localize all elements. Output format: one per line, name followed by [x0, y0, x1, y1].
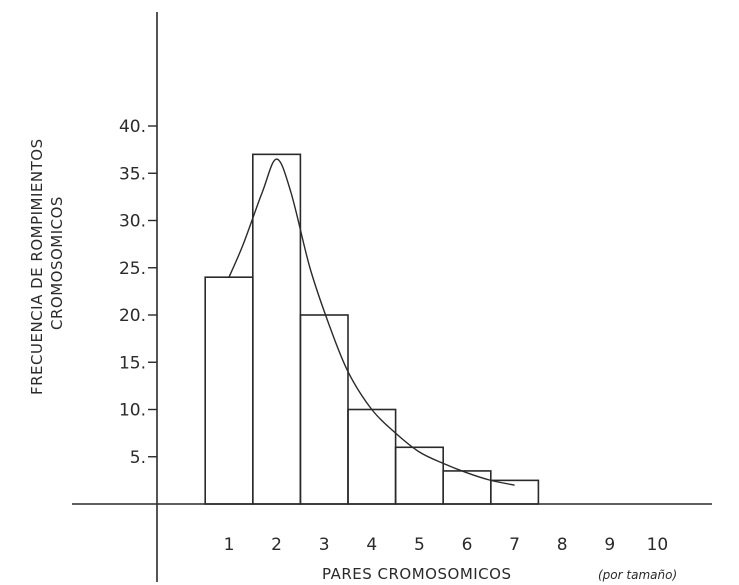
trend-curve — [228, 158, 515, 486]
x-tick-label-10: 10 — [647, 535, 669, 555]
y-tick-label-15: 15. — [119, 353, 146, 373]
x-tick-label-6: 6 — [462, 535, 473, 555]
bar-pair-2 — [252, 153, 302, 505]
y-tick-label-30: 30. — [119, 212, 146, 232]
x-tick-label-2: 2 — [271, 535, 282, 555]
y-tick-label-35: 35. — [119, 164, 146, 184]
y-tick-label-10: 10. — [119, 401, 146, 421]
x-axis-title-note: (por tamaño) — [598, 568, 677, 582]
bar-pair-4 — [347, 408, 397, 505]
x-ticks-group: 1 2 3 4 5 6 7 8 9 10 — [224, 535, 669, 555]
x-tick-label-1: 1 — [224, 535, 235, 555]
x-tick-label-8: 8 — [557, 535, 568, 555]
x-tick-label-4: 4 — [366, 535, 377, 555]
y-tick-label-5: 5. — [130, 448, 146, 468]
x-tick-label-7: 7 — [509, 535, 520, 555]
bar-pair-3 — [299, 314, 349, 505]
y-ticks-group: 5. 10. 15. 20. 25. 30. 35. 40. — [119, 117, 157, 468]
bar-pair-1 — [204, 276, 254, 505]
x-tick-label-3: 3 — [319, 535, 330, 555]
bars-group — [204, 153, 540, 505]
x-tick-label-5: 5 — [414, 535, 425, 555]
y-axis-title-line1: FRECUENCIA DE ROMPIMIENTOS — [28, 138, 46, 395]
bar-pair-7 — [489, 479, 540, 505]
x-axis-title: PARES CROMOSOMICOS — [322, 565, 511, 583]
y-axis-title-line2: CROMOSOMICOS — [48, 196, 66, 330]
y-tick-label-20: 20. — [119, 306, 146, 326]
x-tick-label-9: 9 — [604, 535, 615, 555]
bar-pair-6 — [442, 470, 492, 505]
bar-pair-5 — [394, 446, 445, 505]
y-tick-label-25: 25. — [119, 259, 146, 279]
y-tick-label-40: 40. — [119, 117, 146, 137]
